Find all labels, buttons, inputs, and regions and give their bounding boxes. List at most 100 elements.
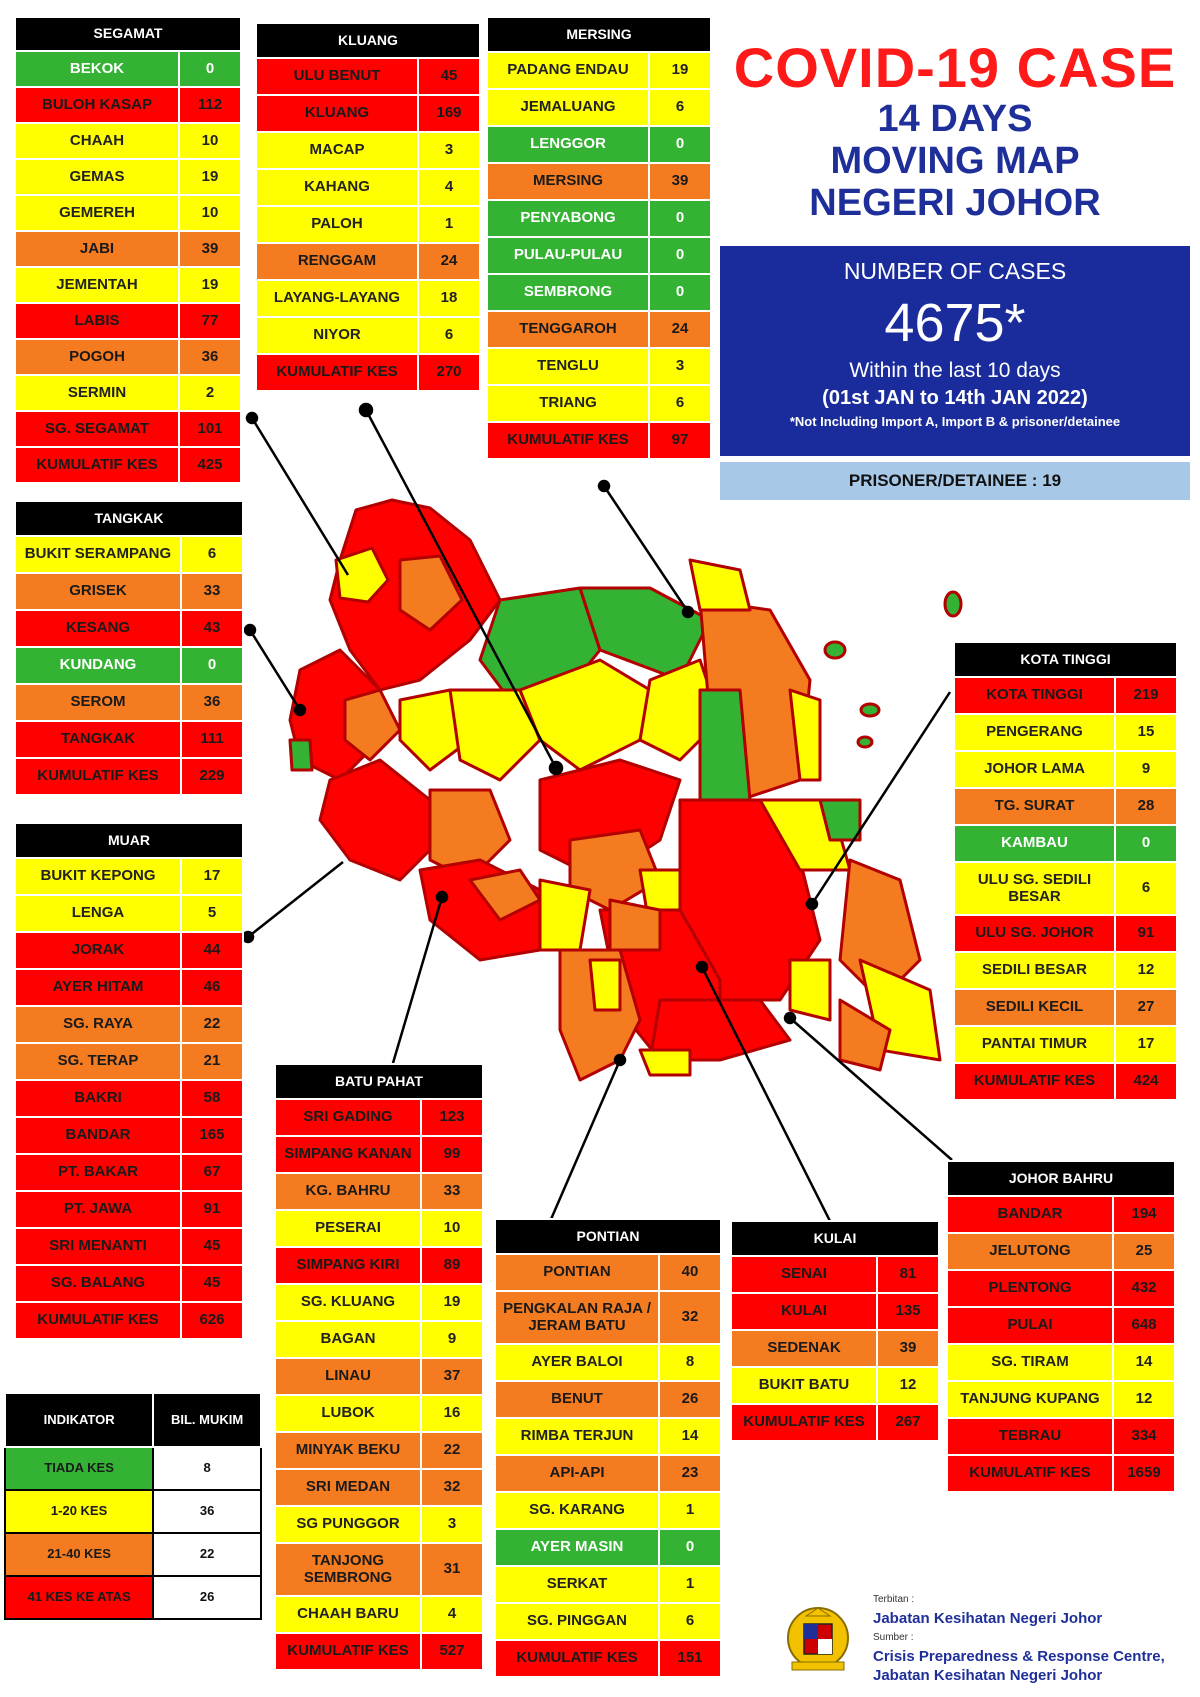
legend-label: 41 KES KE ATAS — [3, 1575, 155, 1620]
case-count: 6 — [648, 88, 712, 127]
cases-label: NUMBER OF CASES — [843, 258, 1067, 284]
map-island-3 — [859, 702, 881, 718]
case-count: 45 — [417, 57, 481, 96]
table-row: API-API 23 — [494, 1454, 722, 1493]
case-count: 14 — [1112, 1343, 1176, 1382]
area-name: KUMULATIF KES — [14, 757, 182, 796]
table-row: SEDILI KECIL 27 — [953, 988, 1178, 1027]
table-row: BUKIT SERAMPANG 6 — [14, 535, 244, 574]
table-row: BUKIT BATU 12 — [730, 1366, 940, 1405]
district-name: MUAR — [14, 822, 244, 859]
area-name: SRI MEDAN — [274, 1468, 422, 1507]
table-row: CHAAH BARU 4 — [274, 1595, 484, 1634]
table-row: PLENTONG 432 — [946, 1269, 1176, 1308]
table-row: BANDAR 194 — [946, 1195, 1176, 1234]
area-name: SG. KARANG — [494, 1491, 660, 1530]
area-name: PENGERANG — [953, 713, 1116, 752]
area-name: SIMPANG KANAN — [274, 1135, 422, 1174]
area-name: PENGKALAN RAJA / JERAM BATU — [494, 1290, 660, 1345]
case-count: 44 — [180, 931, 244, 970]
case-count: 36 — [178, 338, 242, 376]
area-name: AYER MASIN — [494, 1528, 660, 1567]
case-count: 10 — [420, 1209, 484, 1248]
case-count: 39 — [178, 230, 242, 268]
table-muar: MUAR BUKIT KEPONG 17 LENGA 5 JORAK 44 AYER HITA… — [14, 822, 244, 1340]
case-count: 425 — [178, 446, 242, 484]
table-row: KUMULATIF KES 97 — [486, 421, 712, 460]
table-row: GEMEREH 10 — [14, 194, 242, 232]
case-count: 19 — [420, 1283, 484, 1322]
area-name: PT. JAWA — [14, 1190, 182, 1229]
case-count: 19 — [178, 266, 242, 304]
footer-terbitan-label: Terbitan : — [873, 1594, 915, 1605]
table-row: KG. BAHRU 33 — [274, 1172, 484, 1211]
case-count: 8 — [658, 1343, 722, 1382]
map-region-muar — [318, 758, 442, 882]
legend-header: INDIKATOR — [3, 1392, 155, 1448]
area-name: KUMULATIF KES — [946, 1454, 1114, 1493]
case-count: 424 — [1114, 1062, 1178, 1101]
map-region-tanjung-kupang — [638, 1048, 692, 1077]
area-name: LINAU — [274, 1357, 422, 1396]
case-count: 18 — [417, 279, 481, 318]
table-segamat: SEGAMAT BEKOK 0 BULOH KASAP 112 CHAAH 10 GEMAS 1… — [14, 16, 242, 484]
table-row: PENYABONG 0 — [486, 199, 712, 238]
area-name: TENGLU — [486, 347, 650, 386]
case-count: 0 — [648, 236, 712, 275]
legend-row: 41 KES KE ATAS 26 — [3, 1575, 262, 1620]
area-name: PULAI — [946, 1306, 1114, 1345]
title-line-days: 14 DAYS — [877, 98, 1033, 140]
case-count: 22 — [420, 1431, 484, 1470]
connector-pontian — [540, 1059, 622, 1241]
table-row: LAYANG-LAYANG 18 — [255, 279, 481, 318]
area-name: SRI MENANTI — [14, 1227, 182, 1266]
table-row: SG PUNGGOR 3 — [274, 1505, 484, 1544]
area-name: LENGA — [14, 894, 182, 933]
legend-table: INDIKATOR BIL. MUKIM TIADA KES 8 1-20 KES 36 2… — [3, 1392, 262, 1620]
case-count: 1 — [658, 1565, 722, 1604]
table-row: GRISEK 33 — [14, 572, 244, 611]
area-name: KUNDANG — [14, 646, 182, 685]
area-name: POGOH — [14, 338, 180, 376]
table-row: BANDAR 165 — [14, 1116, 244, 1155]
connector-segamat — [250, 417, 350, 576]
area-name: LABIS — [14, 302, 180, 340]
case-count: 91 — [180, 1190, 244, 1229]
case-count: 36 — [180, 683, 244, 722]
area-name: PT. BAKAR — [14, 1153, 182, 1192]
case-count: 4 — [420, 1595, 484, 1634]
area-name: SEMBRONG — [486, 273, 650, 312]
table-row: SEDILI BESAR 12 — [953, 951, 1178, 990]
case-count: 12 — [876, 1366, 940, 1405]
area-name: KUMULATIF KES — [255, 353, 419, 392]
area-name: SENAI — [730, 1255, 878, 1294]
case-count: 17 — [1114, 1025, 1178, 1064]
area-name: KG. BAHRU — [274, 1172, 422, 1211]
legend-count: 22 — [152, 1532, 262, 1577]
area-name: SG. TIRAM — [946, 1343, 1114, 1382]
case-count: 112 — [178, 86, 242, 124]
table-row: MINYAK BEKU 22 — [274, 1431, 484, 1470]
table-row: SG. TIRAM 14 — [946, 1343, 1176, 1382]
area-name: TEBRAU — [946, 1417, 1114, 1456]
case-count: 33 — [420, 1172, 484, 1211]
case-count: 32 — [420, 1468, 484, 1507]
case-count: 6 — [1114, 861, 1178, 916]
table-row: SG. RAYA 22 — [14, 1005, 244, 1044]
area-name: RIMBA TERJUN — [494, 1417, 660, 1456]
area-name: CHAAH — [14, 122, 180, 160]
area-name: SIMPANG KIRI — [274, 1246, 422, 1285]
case-count: 169 — [417, 94, 481, 133]
area-name: MACAP — [255, 131, 419, 170]
table-row: BULOH KASAP 112 — [14, 86, 242, 124]
table-row: RENGGAM 24 — [255, 242, 481, 281]
map-region-sri-medan — [428, 788, 512, 882]
area-name: BAGAN — [274, 1320, 422, 1359]
footer-sumber-1: Crisis Preparedness & Response Centre, — [873, 1648, 1165, 1665]
table-row: JEMALUANG 6 — [486, 88, 712, 127]
map-region-lenggor — [698, 688, 752, 802]
table-tangkak: TANGKAK BUKIT SERAMPANG 6 GRISEK 33 KESANG 43 K… — [14, 500, 244, 796]
legend-count: 36 — [152, 1489, 262, 1534]
legend-row: TIADA KES 8 — [3, 1446, 262, 1491]
table-row: PT. BAKAR 67 — [14, 1153, 244, 1192]
